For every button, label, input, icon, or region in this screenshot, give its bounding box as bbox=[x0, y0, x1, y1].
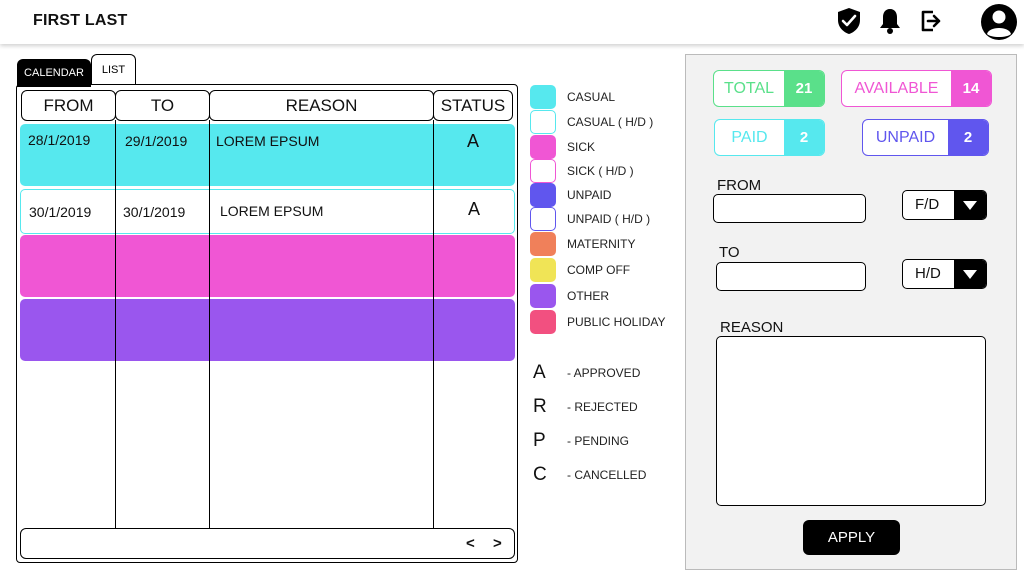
status-description: - PENDING bbox=[567, 434, 630, 448]
legend-label: CASUAL bbox=[567, 90, 616, 104]
legend-item-sick: SICK bbox=[530, 135, 595, 159]
from-day-type-value: F/D bbox=[915, 196, 940, 213]
prev-page-button[interactable]: < bbox=[466, 535, 475, 552]
legend-swatch bbox=[530, 85, 556, 109]
status-key-pending: P - PENDING bbox=[533, 430, 629, 452]
table-pager: < > bbox=[20, 528, 515, 559]
summary-paid: PAID 2 bbox=[714, 119, 825, 156]
legend-item-public-holiday: PUBLIC HOLIDAY bbox=[530, 310, 665, 334]
status-letter: P bbox=[533, 430, 546, 451]
leave-request-form: TOTAL 21 AVAILABLE 14 PAID 2 UNPAID 2 FR… bbox=[685, 54, 1017, 570]
next-page-button[interactable]: > bbox=[493, 535, 502, 552]
column-divider bbox=[433, 120, 434, 528]
column-header-reason[interactable]: REASON bbox=[209, 90, 434, 121]
status-key-rejected: R - REJECTED bbox=[533, 396, 638, 418]
summary-available-count: 14 bbox=[951, 71, 991, 106]
legend-label: SICK bbox=[567, 140, 596, 154]
table-row[interactable]: 30/1/2019 30/1/2019 LOREM EPSUM A bbox=[20, 189, 515, 234]
legend-item-other: OTHER bbox=[530, 284, 609, 308]
from-day-type-select[interactable]: F/D bbox=[902, 190, 987, 220]
status-letter: R bbox=[533, 396, 547, 417]
column-header-to[interactable]: TO bbox=[115, 90, 210, 121]
chevron-down-icon[interactable] bbox=[954, 191, 986, 219]
column-header-status[interactable]: STATUS bbox=[433, 90, 513, 121]
summary-total-label: TOTAL bbox=[723, 79, 775, 97]
user-name: FIRST LAST bbox=[33, 12, 128, 29]
legend-item-maternity: MATERNITY bbox=[530, 232, 635, 256]
column-header-from[interactable]: FROM bbox=[21, 90, 116, 121]
legend-item-casual-hd: CASUAL ( H/D ) bbox=[530, 110, 653, 134]
to-label: TO bbox=[719, 244, 740, 261]
legend-label: COMP OFF bbox=[567, 263, 631, 277]
column-divider bbox=[209, 120, 210, 528]
legend-swatch bbox=[530, 183, 556, 207]
cell-reason: LOREM EPSUM bbox=[220, 203, 324, 219]
leave-table: FROM TO REASON STATUS 28/1/2019 29/1/201… bbox=[16, 84, 518, 563]
chevron-down-icon[interactable] bbox=[954, 260, 986, 288]
legend-swatch bbox=[530, 207, 556, 231]
status-key-approved: A - APPROVED bbox=[533, 362, 640, 384]
summary-total: TOTAL 21 bbox=[713, 70, 825, 107]
cell-to: 30/1/2019 bbox=[123, 204, 186, 220]
legend-label: OTHER bbox=[567, 289, 609, 303]
cell-from: 30/1/2019 bbox=[29, 204, 92, 220]
legend-label: UNPAID bbox=[567, 188, 612, 202]
summary-paid-label: PAID bbox=[731, 128, 768, 146]
legend-swatch bbox=[530, 284, 556, 308]
summary-unpaid-label: UNPAID bbox=[875, 128, 936, 146]
summary-available: AVAILABLE 14 bbox=[841, 70, 992, 107]
status-letter: C bbox=[533, 464, 547, 485]
app-header: FIRST LAST bbox=[0, 0, 1024, 44]
cell-to: 29/1/2019 bbox=[125, 133, 188, 149]
to-day-type-select[interactable]: H/D bbox=[902, 259, 987, 289]
table-row[interactable] bbox=[20, 299, 515, 361]
cell-status: A bbox=[467, 131, 480, 151]
from-date-input[interactable] bbox=[713, 194, 866, 223]
summary-paid-count: 2 bbox=[784, 120, 824, 155]
to-date-input[interactable] bbox=[716, 262, 866, 291]
cell-status: A bbox=[468, 199, 481, 219]
to-day-type-value: H/D bbox=[915, 265, 941, 282]
legend-item-sick-hd: SICK ( H/D ) bbox=[530, 159, 634, 183]
legend-item-unpaid: UNPAID bbox=[530, 183, 611, 207]
tab-list[interactable]: LIST bbox=[91, 54, 136, 84]
reason-textarea[interactable] bbox=[716, 336, 986, 506]
shield-check-icon[interactable] bbox=[835, 6, 863, 36]
legend-item-unpaid-hd: UNPAID ( H/D ) bbox=[530, 207, 650, 231]
legend-label: CASUAL ( H/D ) bbox=[567, 115, 654, 129]
legend-swatch bbox=[530, 159, 556, 183]
legend-swatch bbox=[530, 232, 556, 256]
cell-from: 28/1/2019 bbox=[28, 132, 91, 148]
summary-total-count: 21 bbox=[784, 71, 824, 106]
bell-icon[interactable] bbox=[876, 6, 904, 36]
summary-unpaid: UNPAID 2 bbox=[862, 119, 989, 156]
tab-calendar[interactable]: CALENDAR bbox=[17, 59, 91, 87]
cell-reason: LOREM EPSUM bbox=[216, 133, 320, 149]
apply-button[interactable]: APPLY bbox=[803, 520, 900, 555]
legend-label: MATERNITY bbox=[567, 237, 636, 251]
from-label: FROM bbox=[717, 177, 762, 194]
legend-item-casual: CASUAL bbox=[530, 85, 615, 109]
column-divider bbox=[115, 120, 116, 528]
table-row[interactable]: 28/1/2019 29/1/2019 LOREM EPSUM A bbox=[20, 124, 515, 186]
legend-item-comp-off: COMP OFF bbox=[530, 258, 630, 282]
legend-label: PUBLIC HOLIDAY bbox=[567, 315, 666, 329]
legend-swatch bbox=[530, 110, 556, 134]
status-description: - REJECTED bbox=[567, 400, 638, 414]
legend-label: SICK ( H/D ) bbox=[567, 164, 634, 178]
status-description: - APPROVED bbox=[567, 366, 641, 380]
reason-label: REASON bbox=[720, 319, 784, 336]
status-key-cancelled: C - CANCELLED bbox=[533, 464, 646, 486]
status-letter: A bbox=[533, 362, 546, 383]
summary-available-label: AVAILABLE bbox=[854, 79, 939, 97]
legend-swatch bbox=[530, 258, 556, 282]
table-row[interactable] bbox=[20, 235, 515, 297]
summary-unpaid-count: 2 bbox=[948, 120, 988, 155]
avatar-icon[interactable] bbox=[980, 3, 1018, 41]
legend-swatch bbox=[530, 310, 556, 334]
legend-label: UNPAID ( H/D ) bbox=[567, 212, 651, 226]
legend-swatch bbox=[530, 135, 556, 159]
logout-icon[interactable] bbox=[917, 6, 945, 36]
status-description: - CANCELLED bbox=[567, 468, 647, 482]
